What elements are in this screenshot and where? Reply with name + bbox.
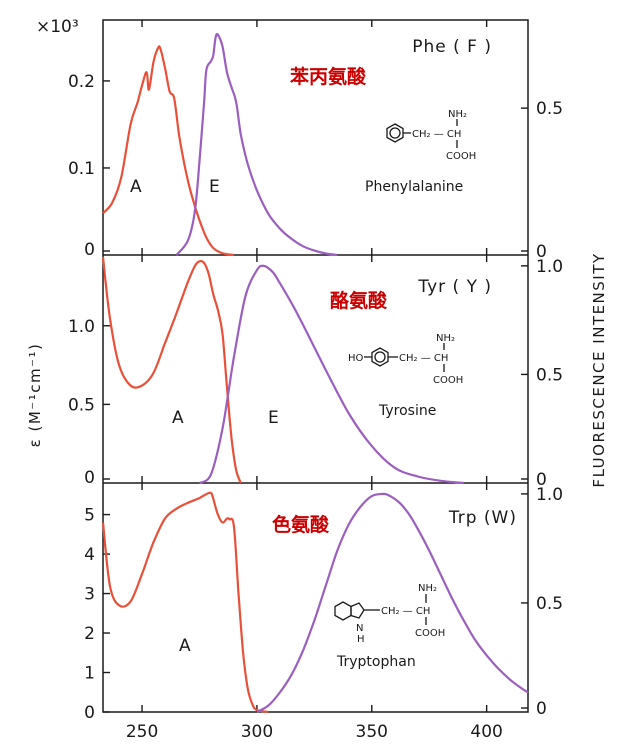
y-left-tick-label: 1.0: [68, 317, 95, 337]
tyr-emission-label: E: [268, 408, 279, 428]
y-left-tick-label: 3: [84, 585, 95, 605]
trp-chain: CH₂ — CH: [381, 606, 430, 617]
y-right-tick-label: 0: [536, 470, 547, 490]
trp-pyrrole-ring: [350, 602, 365, 619]
trp-amine: NH₂: [418, 583, 437, 594]
y-multiplier-label: ×10³: [36, 17, 79, 37]
y-left-tick-label: 1: [84, 664, 95, 684]
phe-acid: COOH: [446, 151, 476, 162]
panel-phe-code: Phe ( F ): [412, 37, 492, 57]
y-left-tick-label: 0.1: [68, 159, 95, 179]
panel-trp-code: Trp (W): [448, 508, 517, 528]
phe-amine: NH₂: [448, 109, 467, 120]
tyr-chain: CH₂ — CH: [399, 353, 448, 364]
tyr-molecule-name: Tyrosine: [378, 403, 436, 419]
trp-emission-line: [256, 492, 529, 713]
trp-absorbance-line: [101, 491, 269, 714]
phe-abs-label: A: [130, 177, 142, 197]
phe-benzene-ring: [386, 123, 404, 143]
trp-abs-label: A: [179, 636, 191, 656]
panel-tyr-code: Tyr ( Y ): [417, 277, 492, 297]
y-right-tick-label: 0.5: [536, 99, 563, 119]
y-left-tick-label: 0: [84, 468, 95, 488]
phe-absorbance-line: [102, 45, 235, 257]
x-tick-label: 250: [126, 722, 158, 742]
chart-marks: 0.20.100.501.00.501.00.505432101.00.5025…: [68, 20, 563, 742]
phe-aromatic-circle: [389, 127, 401, 139]
y-left-title: ε (M⁻¹cm⁻¹): [26, 343, 44, 448]
x-tick-label: 300: [241, 722, 273, 742]
y-right-title: FLUORESCENCE INTENSITY: [590, 252, 608, 487]
phe-structure: CH₂ — CH NH₂ COOH: [386, 109, 476, 162]
y-right-tick-label: 1.0: [536, 257, 563, 277]
trp-ring-hydrogen: H: [357, 634, 365, 645]
y-right-tick-label: 0: [536, 242, 547, 262]
trp-benzene-ring: [334, 601, 352, 621]
x-tick-label: 350: [356, 722, 388, 742]
panel-trp-chinese: 色氨酸: [272, 513, 330, 536]
phe-chain: CH₂ — CH: [412, 129, 461, 140]
y-right-tick-label: 0.5: [536, 365, 563, 385]
y-right-tick-label: 0.5: [536, 594, 563, 614]
tyr-acid: COOH: [433, 375, 463, 386]
y-right-tick-label: 1.0: [536, 485, 563, 505]
y-left-tick-label: 0.5: [68, 395, 95, 415]
phe-emission-line: [175, 32, 338, 257]
plot-frame: [102, 19, 529, 713]
phe-emission-label: E: [209, 177, 220, 197]
x-tick-label: 400: [470, 722, 502, 742]
y-right-tick-label: 0: [536, 699, 547, 719]
y-left-tick-label: 0.2: [68, 72, 95, 92]
tyr-hydroxyl: HO: [348, 353, 364, 364]
panel-phe-chinese: 苯丙氨酸: [289, 65, 367, 88]
tyr-structure: HO CH₂ — CH NH₂ COOH: [348, 333, 463, 386]
y-left-tick-label: 4: [84, 545, 95, 565]
tyr-emission-line: [198, 264, 464, 485]
y-left-tick-label: 2: [84, 624, 95, 644]
y-left-tick-label: 5: [84, 506, 95, 526]
trp-molecule-name: Tryptophan: [336, 654, 416, 670]
trp-ring-nitrogen: N: [356, 623, 363, 634]
tyr-absorbance-line: [101, 256, 242, 484]
y-left-tick-label: 0: [84, 703, 95, 723]
phe-molecule-name: Phenylalanine: [365, 179, 463, 195]
tyr-aromatic-circle: [374, 351, 386, 363]
y-left-tick-label: 0: [84, 240, 95, 260]
trp-structure: N H CH₂ — CH NH₂ COOH: [334, 583, 445, 645]
panel-tyr-chinese: 酪氨酸: [330, 289, 388, 312]
tyr-abs-label: A: [172, 408, 184, 428]
tyr-benzene-ring: [371, 347, 389, 367]
trp-acid: COOH: [415, 628, 445, 639]
tyr-amine: NH₂: [436, 333, 455, 344]
